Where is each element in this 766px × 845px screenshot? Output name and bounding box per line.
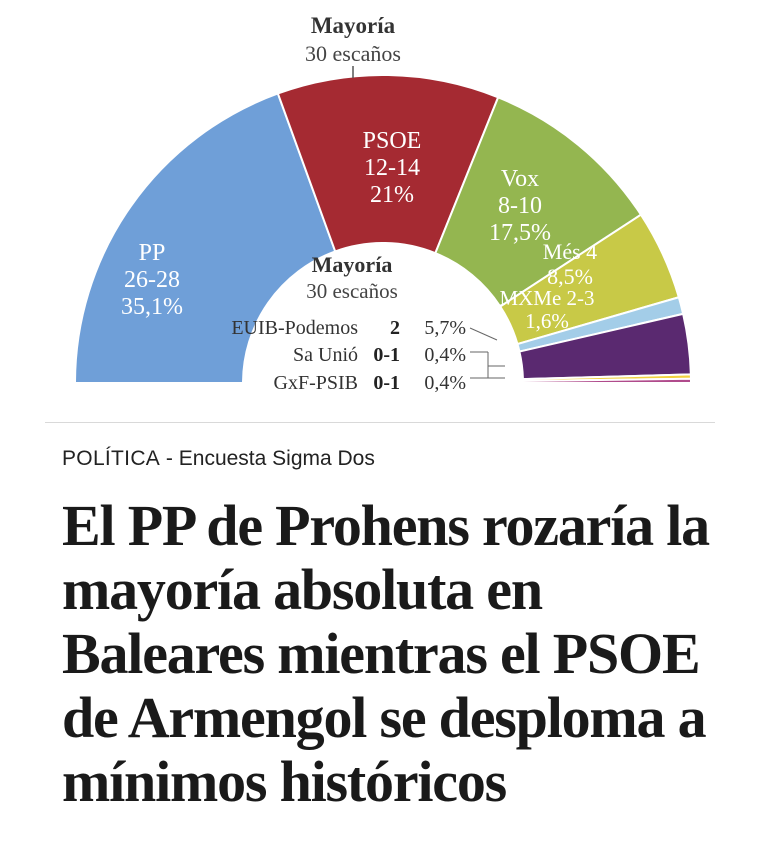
- label-mxme-line: 1,6%: [525, 309, 569, 333]
- slice-psoe: [276, 74, 500, 255]
- slice-gxf-psib: [521, 377, 693, 384]
- label-vox-line: Vox: [501, 166, 539, 192]
- legend-connectors: [469, 327, 505, 379]
- label-pp-line: 35,1%: [121, 294, 183, 320]
- slice-pp: [73, 92, 337, 384]
- label-m-s-line: 8,5%: [547, 264, 593, 289]
- legend-pct: 5,7%: [424, 317, 466, 339]
- label-pp-line: PP: [139, 240, 166, 266]
- section-label[interactable]: POLÍTICA: [62, 447, 161, 470]
- majority-top-subtitle: 30 escaños: [305, 41, 401, 66]
- label-mxme-line: MXMe 2-3: [499, 286, 594, 310]
- label-psoe-line: 12-14: [364, 155, 420, 181]
- label-m-s: Més 48,5%: [543, 239, 597, 289]
- legend-seats: 0-1: [373, 372, 400, 394]
- connector-line: [469, 327, 498, 341]
- hemicycle-chart: PP 26-28 35,1% PSOE 12-14 21% Vox 8-10 17,5% Més …: [0, 0, 766, 400]
- majority-inner-title: Mayoría: [312, 252, 393, 277]
- label-vox-line: 17,5%: [489, 220, 551, 246]
- label-m-s-line: Més 4: [543, 239, 597, 264]
- legend-row-euib-podemos: EUIB-Podemos 2 5,7%: [231, 317, 466, 339]
- label-psoe-line: PSOE: [363, 128, 422, 154]
- legend-row-sa-uni: Sa Unió 0-1 0,4%: [293, 344, 466, 366]
- legend-party: Sa Unió: [293, 344, 358, 366]
- divider: [45, 422, 715, 423]
- source-label: Encuesta Sigma Dos: [178, 447, 375, 470]
- legend-party: EUIB-Podemos: [231, 317, 358, 339]
- label-pp-line: 26-28: [124, 267, 180, 293]
- legend-pct: 0,4%: [424, 344, 466, 366]
- label-psoe-line: 21%: [370, 182, 414, 208]
- majority-inner-subtitle: 30 escaños: [306, 279, 398, 303]
- legend-party: GxF-PSIB: [274, 372, 358, 394]
- legend-row-gxf-psib: GxF-PSIB 0-1 0,4%: [274, 372, 466, 394]
- headline[interactable]: El PP de Prohens rozaría la mayoría abso…: [62, 493, 710, 814]
- legend-seats: 0-1: [373, 344, 400, 366]
- article-kicker[interactable]: POLÍTICA - Encuesta Sigma Dos: [62, 447, 375, 471]
- label-vox-line: 8-10: [498, 193, 542, 219]
- label-mxme: MXMe 2-31,6%: [499, 286, 594, 333]
- kicker-separator: -: [160, 447, 179, 470]
- legend-seats: 2: [390, 317, 400, 339]
- majority-top-title: Mayoría: [311, 13, 396, 38]
- legend-pct: 0,4%: [424, 372, 466, 394]
